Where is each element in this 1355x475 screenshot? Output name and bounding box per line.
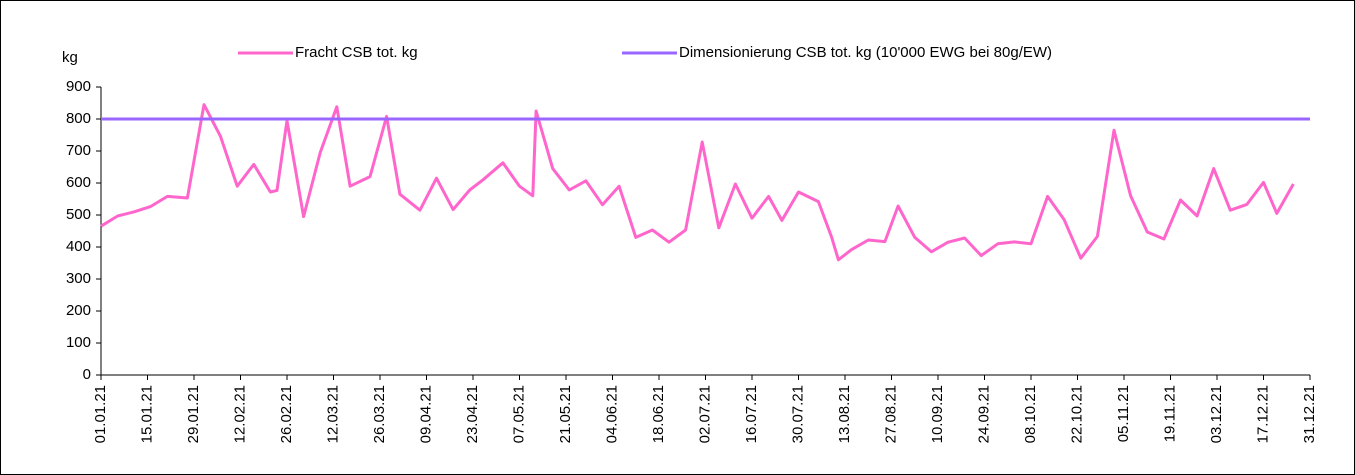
x-tick-label: 12.02.21 (231, 385, 248, 443)
y-tick-label: 700 (66, 142, 91, 159)
x-tick-label: 27.08.21 (882, 385, 899, 443)
y-axis-label: kg (62, 49, 78, 66)
x-tick-label: 07.05.21 (510, 385, 527, 443)
y-tick-label: 100 (66, 334, 91, 351)
x-tick-label: 12.03.21 (324, 385, 341, 443)
x-tick-label: 23.04.21 (464, 385, 481, 443)
x-tick-label: 05.11.21 (1115, 385, 1132, 442)
x-tick-label: 24.09.21 (975, 385, 992, 443)
x-tick-label: 26.02.21 (278, 385, 295, 443)
y-tick-label: 400 (66, 238, 91, 255)
legend-label: Fracht CSB tot. kg (295, 44, 418, 61)
x-tick-label: 30.07.21 (789, 385, 806, 443)
x-tick-label: 13.08.21 (836, 385, 853, 443)
x-tick-label: 08.10.21 (1022, 385, 1039, 443)
x-tick-label: 26.03.21 (371, 385, 388, 443)
x-tick-label: 01.01.21 (92, 385, 109, 443)
x-tick-label: 29.01.21 (185, 385, 202, 443)
x-tick-label: 22.10.21 (1068, 385, 1085, 443)
y-tick-label: 900 (66, 78, 91, 95)
x-tick-label: 02.07.21 (696, 385, 713, 443)
x-tick-label: 09.04.21 (417, 385, 434, 443)
x-tick-label: 18.06.21 (650, 385, 667, 443)
x-tick-label: 17.12.21 (1254, 385, 1271, 443)
x-tick-label: 10.09.21 (929, 385, 946, 443)
y-tick-label: 800 (66, 110, 91, 127)
x-tick-label: 31.12.21 (1301, 385, 1318, 443)
legend-label: Dimensionierung CSB tot. kg (10'000 EWG … (679, 44, 1052, 61)
x-tick-label: 21.05.21 (557, 385, 574, 443)
y-tick-label: 200 (66, 302, 91, 319)
y-tick-label: 0 (83, 366, 91, 383)
y-tick-label: 600 (66, 174, 91, 191)
y-tick-label: 500 (66, 206, 91, 223)
x-tick-label: 03.12.21 (1208, 385, 1225, 443)
x-tick-label: 16.07.21 (743, 385, 760, 443)
data-line (100, 103, 1295, 262)
y-tick-label: 300 (66, 270, 91, 287)
x-tick-label: 04.06.21 (603, 385, 620, 443)
x-tick-label: 19.11.21 (1161, 385, 1178, 442)
x-tick-label: 15.01.21 (138, 385, 155, 443)
